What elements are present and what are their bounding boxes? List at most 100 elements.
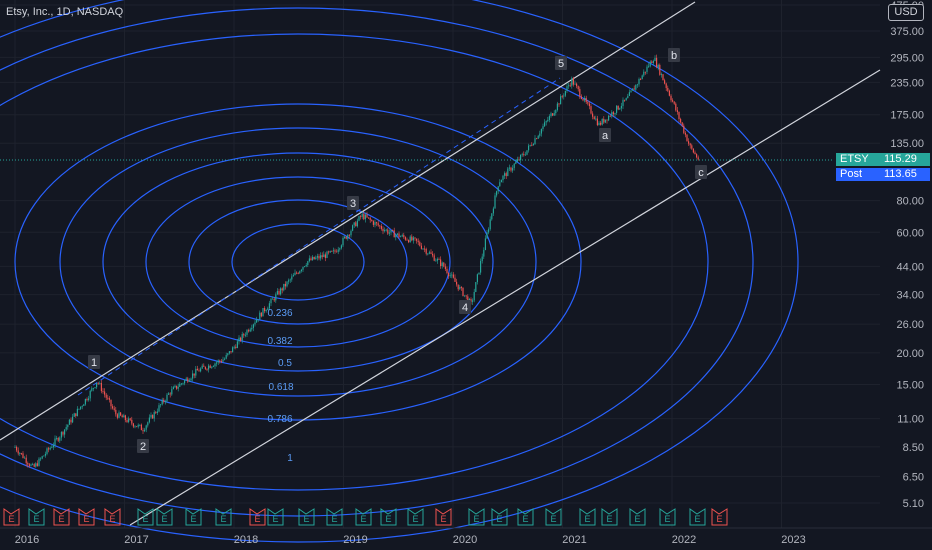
- candle-body: [51, 447, 53, 449]
- candle-body: [35, 463, 37, 467]
- candle-body: [417, 240, 419, 243]
- candle-body: [16, 446, 18, 451]
- candle-body: [499, 182, 501, 187]
- candle-body: [392, 230, 394, 231]
- price-tick-label: 80.00: [896, 196, 924, 208]
- candle-body: [156, 411, 158, 413]
- candle-body: [489, 219, 491, 230]
- candle-body: [190, 378, 192, 381]
- time-tick-label: 2023: [781, 534, 805, 546]
- candle-body: [515, 161, 517, 164]
- candle-body: [75, 413, 77, 417]
- candle-body: [225, 355, 227, 359]
- candle-body: [158, 405, 160, 412]
- candle-body: [27, 462, 29, 465]
- candle-body: [545, 121, 547, 123]
- candle-body: [401, 235, 403, 237]
- candle-body: [64, 429, 66, 435]
- price-candles: [0, 54, 834, 468]
- candle-body: [94, 387, 96, 389]
- candle-body: [512, 167, 514, 171]
- candle-body: [590, 106, 592, 114]
- candle-body: [611, 112, 613, 117]
- earnings-marker-label: E: [254, 514, 260, 524]
- candle-body: [321, 255, 323, 258]
- candle-body: [595, 118, 597, 120]
- time-tick-label: 2019: [343, 534, 367, 546]
- price-tick-label: 11.00: [897, 414, 924, 426]
- candle-body: [553, 113, 555, 116]
- candle-body: [673, 101, 675, 104]
- candle-body: [603, 118, 605, 123]
- fib-level-label: 0.618: [268, 382, 293, 393]
- candle-body: [476, 274, 478, 283]
- price-axis[interactable]: 475.00375.00295.00235.00175.00135.0080.0…: [890, 0, 924, 510]
- candle-body: [552, 113, 554, 116]
- candle-body: [564, 90, 566, 96]
- candle-body: [488, 229, 490, 233]
- time-axis[interactable]: 2016 2017 2018 2019 2020 2021 2022 2023: [0, 527, 932, 546]
- candle-body: [572, 78, 574, 85]
- candle-body: [176, 385, 178, 389]
- earnings-marker-label: E: [8, 514, 14, 524]
- candle-body: [251, 327, 253, 330]
- candle-body: [97, 383, 99, 384]
- candle-body: [355, 222, 357, 227]
- candle-body: [286, 281, 288, 287]
- candle-body: [625, 98, 627, 101]
- candle-body: [48, 448, 50, 450]
- candle-body: [329, 250, 331, 253]
- candle-body: [288, 280, 290, 282]
- candle-body: [688, 141, 690, 144]
- candle-body: [67, 424, 69, 428]
- candle-body: [307, 261, 309, 265]
- candle-body: [196, 368, 198, 371]
- candle-body: [30, 464, 32, 466]
- symbol-title[interactable]: Etsy, Inc., 1D, NASDAQ: [6, 6, 124, 18]
- candle-body: [521, 154, 523, 155]
- candle-body: [363, 213, 365, 220]
- candle-body: [105, 394, 107, 398]
- candle-body: [216, 362, 218, 364]
- candle-body: [260, 312, 262, 317]
- candle-body: [472, 300, 474, 302]
- candle-body: [532, 143, 534, 146]
- candle-body: [78, 408, 80, 410]
- candle-body: [454, 277, 456, 282]
- candle-body: [113, 408, 115, 410]
- time-tick-label: 2021: [562, 534, 586, 546]
- candle-body: [430, 252, 432, 254]
- candle-body: [38, 458, 40, 466]
- candle-body: [644, 71, 646, 73]
- candle-body: [168, 393, 170, 395]
- price-tick-label: 5.10: [903, 498, 924, 510]
- candle-body: [174, 385, 176, 388]
- candle-body: [187, 378, 189, 382]
- candle-body: [689, 143, 691, 146]
- candle-body: [139, 424, 141, 426]
- candle-body: [659, 64, 661, 75]
- candle-body: [160, 404, 162, 406]
- candle-body: [648, 66, 650, 68]
- earnings-marker-box: [435, 508, 452, 526]
- candle-body: [620, 105, 622, 109]
- earnings-marker-label: E: [58, 514, 64, 524]
- candle-body: [630, 90, 632, 93]
- candle-body: [185, 378, 187, 381]
- candle-body: [377, 223, 379, 226]
- candle-body: [32, 464, 34, 466]
- fib-level-label: 0.382: [267, 336, 292, 347]
- candle-body: [102, 391, 104, 392]
- candle-body: [384, 230, 386, 232]
- earnings-marker-box: [249, 508, 266, 526]
- candle-body: [353, 222, 355, 226]
- candle-body: [91, 388, 93, 391]
- price-tag-value-last: 115.29: [880, 153, 930, 166]
- currency-button[interactable]: USD: [888, 4, 924, 21]
- candle-body: [582, 98, 584, 101]
- candle-body: [649, 61, 651, 67]
- candle-body: [520, 154, 522, 161]
- channel-lower-line: [129, 69, 881, 526]
